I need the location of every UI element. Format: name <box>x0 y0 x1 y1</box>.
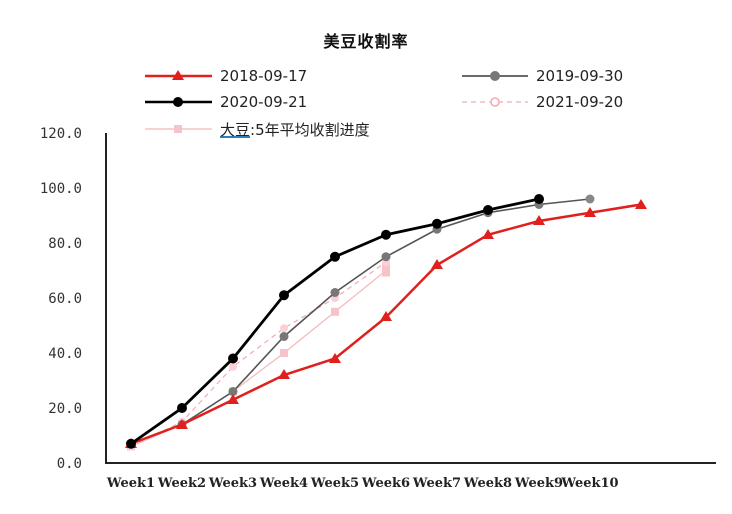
x-tick-week4: Week4 <box>259 476 309 491</box>
y-tick-40: 40.0 <box>48 346 82 362</box>
y-tick-0: 0.0 <box>56 456 82 472</box>
legend-label-avg: 大豆:5年平均收割进度 <box>220 119 370 140</box>
legend-label-avg-prefix: 大豆 <box>220 121 251 139</box>
legend-swatch-2021 <box>462 97 528 107</box>
x-tick-week10: Week10 <box>561 476 619 491</box>
x-tick-week8: Week8 <box>463 476 513 491</box>
series-5yr-avg <box>127 262 390 451</box>
y-tick-120: 120.0 <box>39 126 82 142</box>
legend-swatch-2019 <box>462 71 528 81</box>
x-tick-week6: Week6 <box>361 476 411 491</box>
legend-swatch-avg <box>145 125 212 133</box>
y-tick-60: 60.0 <box>48 291 82 307</box>
x-tick-week7: Week7 <box>412 476 462 491</box>
legend-label-avg-suffix: :5年平均收割进度 <box>250 121 370 139</box>
x-tick-week2: Week2 <box>157 476 207 491</box>
legend-label-2018: 2018-09-17 <box>220 67 308 85</box>
x-tick-week3: Week3 <box>208 476 258 491</box>
series-2020 <box>126 194 544 449</box>
y-tick-100: 100.0 <box>39 181 82 197</box>
legend-swatch-2018 <box>145 70 212 80</box>
y-tick-80: 80.0 <box>48 236 82 252</box>
legend-label-2019: 2019-09-30 <box>536 67 624 85</box>
x-tick-week1: Week1 <box>106 476 156 491</box>
chart-title: 美豆收割率 <box>323 32 409 51</box>
legend-label-2021: 2021-09-20 <box>536 93 624 111</box>
x-tick-week5: Week5 <box>310 476 360 491</box>
series-2021 <box>127 258 390 451</box>
legend-label-2020: 2020-09-21 <box>220 93 308 111</box>
y-tick-20: 20.0 <box>48 401 82 417</box>
x-tick-week9: Week9 <box>514 476 564 491</box>
series-2019 <box>126 194 595 449</box>
legend-swatch-2020 <box>145 97 212 107</box>
